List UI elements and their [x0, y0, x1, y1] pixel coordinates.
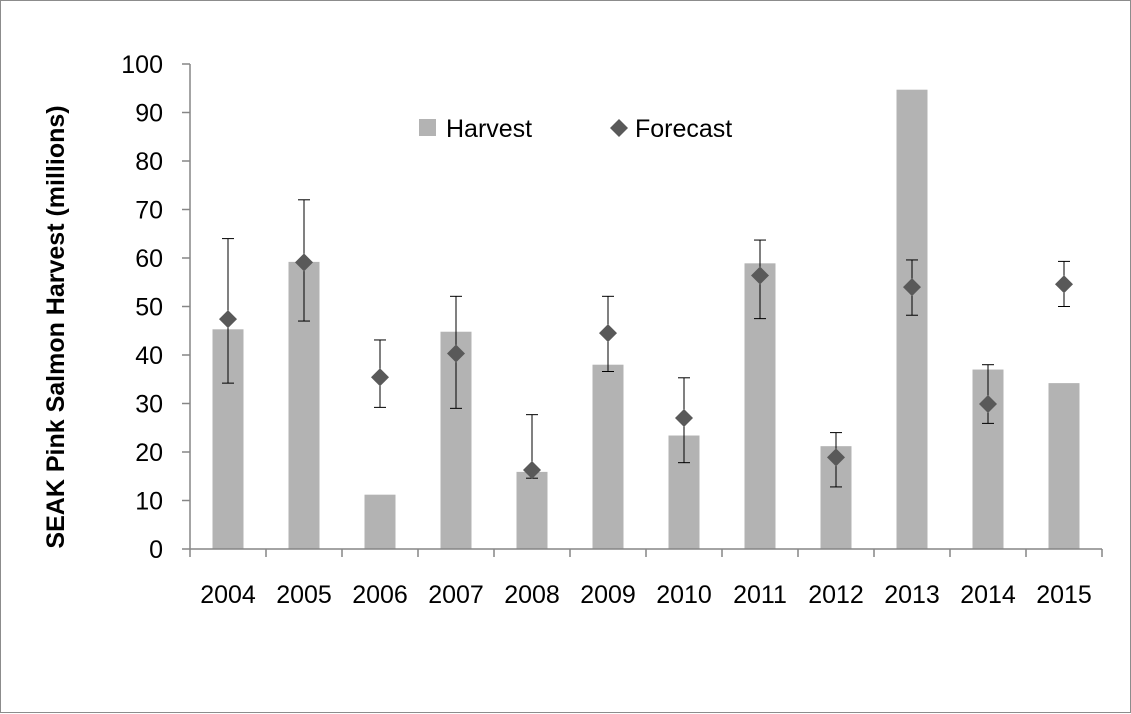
forecast-marker-2007: [447, 344, 465, 363]
legend: Harvest Forecast: [419, 115, 732, 143]
markers-layer: [219, 253, 1073, 479]
y-tick-label: 20: [135, 439, 163, 467]
legend-forecast-marker: [610, 119, 628, 137]
y-tick-label: 90: [135, 100, 163, 128]
y-axis-title: SEAK Pink Salmon Harvest (millions): [42, 105, 70, 548]
y-tick-label: 0: [149, 536, 163, 564]
forecast-errorbar-2014: [982, 364, 994, 424]
forecast-marker-2005: [295, 253, 313, 272]
y-tick-label: 10: [135, 488, 163, 516]
axes-layer: [182, 63, 1103, 557]
forecast-marker-2011: [751, 266, 769, 285]
x-tick-label: 2014: [960, 581, 1016, 609]
forecast-marker-2009: [599, 324, 617, 343]
legend-harvest-label: Harvest: [446, 115, 532, 143]
errorbars-layer: [222, 199, 1070, 488]
forecast-marker-2008: [523, 460, 541, 479]
y-tick-label: 40: [135, 342, 163, 370]
harvest-bar-2015: [1048, 383, 1080, 549]
x-tick-label: 2013: [884, 581, 940, 609]
y-tick-label: 30: [135, 391, 163, 419]
forecast-marker-2010: [675, 409, 693, 428]
y-tick-label: 80: [135, 148, 163, 176]
x-tick-label: 2005: [276, 581, 332, 609]
x-tick-label: 2011: [733, 581, 787, 609]
x-tick-label: 2004: [200, 581, 256, 609]
x-tick-label: 2007: [428, 581, 484, 609]
y-tick-label: 60: [135, 245, 163, 273]
x-tick-label: 2006: [352, 581, 408, 609]
forecast-marker-2015: [1055, 275, 1073, 294]
x-tick-label: 2010: [656, 581, 712, 609]
x-tick-label: 2008: [504, 581, 560, 609]
harvest-bar-2006: [364, 494, 396, 549]
x-tick-labels: 2004 2005 2006 2007 2008 2009 2010 2011 2012 2013…: [200, 581, 1092, 609]
forecast-marker-2014: [979, 394, 997, 413]
forecast-marker-2012: [827, 448, 845, 467]
x-tick-label: 2009: [580, 581, 636, 609]
bars-layer: [212, 89, 1080, 549]
x-tick-label: 2015: [1036, 581, 1092, 609]
forecast-marker-2004: [219, 310, 237, 329]
x-tick-label: 2012: [808, 581, 864, 609]
forecast-marker-2006: [371, 368, 389, 387]
y-tick-label: 70: [135, 197, 163, 225]
y-tick-label: 100: [121, 51, 163, 79]
y-tick-label: 50: [135, 294, 163, 322]
harvest-bar-2013: [896, 89, 928, 549]
harvest-bar-2008: [516, 471, 548, 549]
legend-forecast-label: Forecast: [635, 115, 732, 143]
legend-harvest-swatch: [419, 119, 436, 136]
forecast-marker-2013: [903, 278, 921, 297]
harvest-bar-2009: [592, 364, 624, 549]
y-tick-labels: 0 10 20 30 40 50 60 70 80 90 100: [121, 51, 163, 564]
